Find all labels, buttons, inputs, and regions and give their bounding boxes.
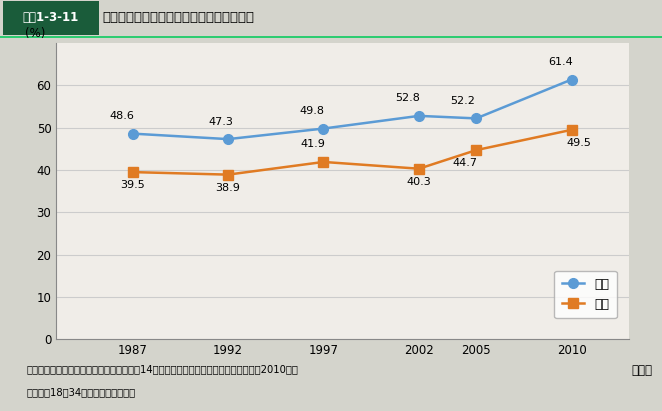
Text: 49.8: 49.8	[300, 106, 325, 116]
Text: 44.7: 44.7	[453, 158, 477, 168]
Text: 41.9: 41.9	[300, 139, 325, 150]
Text: 交際している異性はいない人の割合の推移: 交際している異性はいない人の割合の推移	[103, 11, 255, 23]
Text: 49.5: 49.5	[566, 138, 591, 148]
男性	[415, 113, 423, 118]
Text: 61.4: 61.4	[548, 57, 573, 67]
男性	[320, 126, 328, 131]
Text: 38.9: 38.9	[216, 182, 240, 193]
女性	[472, 148, 480, 152]
女性	[415, 166, 423, 171]
Line: 男性: 男性	[128, 75, 577, 144]
Text: 40.3: 40.3	[406, 177, 432, 187]
女性	[128, 170, 136, 175]
Text: 39.5: 39.5	[120, 180, 145, 190]
男性	[472, 116, 480, 121]
Text: 資料：国立社会保障・人口問題研究所「第14回出生動向基本調査（独身者調査）」（2010年）: 資料：国立社会保障・人口問題研究所「第14回出生動向基本調査（独身者調査）」（2…	[26, 364, 299, 374]
女性	[320, 159, 328, 164]
Text: 図表1-3-11: 図表1-3-11	[23, 11, 79, 23]
Text: 52.2: 52.2	[450, 96, 475, 106]
Bar	[3, 1, 99, 35]
Text: （年）: （年）	[632, 364, 653, 377]
Text: 47.3: 47.3	[209, 117, 234, 127]
女性	[224, 172, 232, 177]
男性	[128, 131, 136, 136]
Bar	[0, 35, 662, 38]
男性	[224, 136, 232, 141]
Text: 48.6: 48.6	[109, 111, 134, 121]
Text: (%): (%)	[24, 27, 45, 40]
Text: 52.8: 52.8	[395, 93, 420, 104]
女性	[568, 127, 576, 132]
男性	[568, 77, 576, 82]
Legend: 男性, 女性: 男性, 女性	[554, 271, 617, 318]
Line: 女性: 女性	[128, 125, 577, 180]
Text: （注）　18～34歳の未婚男女を対象: （注） 18～34歳の未婚男女を対象	[26, 387, 136, 397]
